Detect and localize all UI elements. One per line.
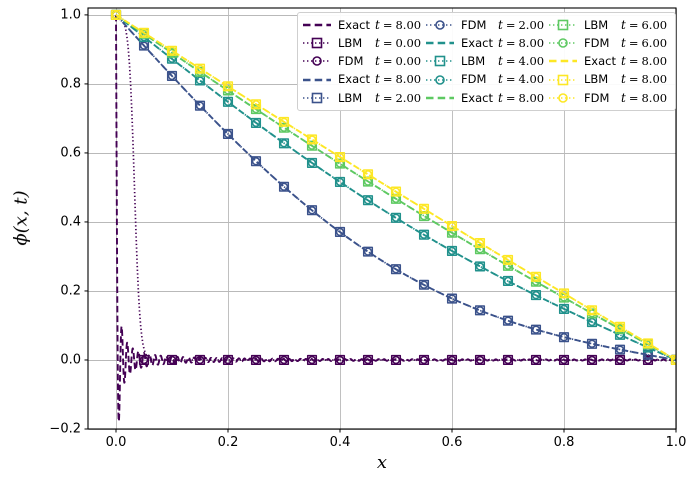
legend-label: FDM t = 4.00 xyxy=(461,72,545,87)
legend-item: FDM t = 2.00 xyxy=(425,16,548,34)
legend-item: Exact t = 8.00 xyxy=(302,71,425,89)
legend-label: Exact t = 8.00 xyxy=(584,54,668,69)
legend-label: Exact t = 8.00 xyxy=(338,17,422,32)
legend-dashed-line-sample xyxy=(303,78,331,81)
x-axis-label: x xyxy=(376,452,388,473)
legend-item: Exact t = 8.00 xyxy=(302,16,425,34)
legend-item: LBM t = 0.00 xyxy=(302,34,425,52)
legend-label: LBM t = 4.00 xyxy=(461,54,545,69)
legend-square-marker-icon xyxy=(303,37,331,49)
legend-circle-marker-icon xyxy=(549,93,577,103)
legend-square-marker-icon xyxy=(303,92,331,104)
legend-label: Exact t = 8.00 xyxy=(461,36,545,51)
legend-item: FDM t = 0.00 xyxy=(302,52,425,70)
legend-item: LBM t = 2.00 xyxy=(302,89,425,107)
legend-dashed-line-sample xyxy=(426,96,454,100)
legend-circle-marker-icon xyxy=(549,38,577,49)
legend-column: Exact t = 8.00 LBM t = 0.00 FDM t = 0.00 Exact t = 8.00… xyxy=(302,16,425,107)
legend-column: FDM t = 2.00 Exact t = 8.00 LBM t = 4.00 FDM t = 4.00 Ex… xyxy=(425,16,548,107)
legend-dashed-line-sample xyxy=(426,42,454,45)
legend-item: LBM t = 8.00 xyxy=(548,71,671,89)
legend-label: LBM t = 8.00 xyxy=(584,72,668,87)
legend-square-marker-icon xyxy=(549,74,577,85)
legend-square-marker-icon xyxy=(426,56,454,67)
legend-item: Exact t = 8.00 xyxy=(548,52,671,70)
legend-circle-marker-icon xyxy=(303,56,331,67)
legend-label: LBM t = 0.00 xyxy=(338,36,422,51)
legend-item: FDM t = 8.00 xyxy=(548,89,671,107)
legend-circle-marker-icon xyxy=(426,74,454,85)
legend-item: FDM t = 4.00 xyxy=(425,71,548,89)
legend-label: LBM t = 2.00 xyxy=(338,90,422,105)
legend: Exact t = 8.00 LBM t = 0.00 FDM t = 0.00 Exact t = 8.00… xyxy=(297,12,676,111)
legend-label: Exact t = 8.00 xyxy=(461,90,545,105)
legend-item: FDM t = 6.00 xyxy=(548,34,671,52)
legend-circle-marker-icon xyxy=(426,20,454,30)
legend-column: LBM t = 6.00 FDM t = 6.00 Exact t = 8.00 LBM t = 8.00 FD… xyxy=(548,16,671,107)
legend-square-marker-icon xyxy=(549,19,577,31)
legend-label: FDM t = 2.00 xyxy=(461,17,545,32)
legend-label: LBM t = 6.00 xyxy=(584,17,668,32)
legend-label: FDM t = 6.00 xyxy=(584,36,668,51)
legend-item: Exact t = 8.00 xyxy=(425,89,548,107)
legend-dashed-line-sample xyxy=(303,23,331,27)
legend-label: FDM t = 8.00 xyxy=(584,90,668,105)
legend-label: Exact t = 8.00 xyxy=(338,72,422,87)
y-axis-label: ϕ(x, t) xyxy=(10,190,32,246)
legend-item: Exact t = 8.00 xyxy=(425,34,548,52)
legend-item: LBM t = 6.00 xyxy=(548,16,671,34)
legend-item: LBM t = 4.00 xyxy=(425,52,548,70)
legend-label: FDM t = 0.00 xyxy=(338,54,422,69)
legend-dashed-line-sample xyxy=(549,60,577,63)
